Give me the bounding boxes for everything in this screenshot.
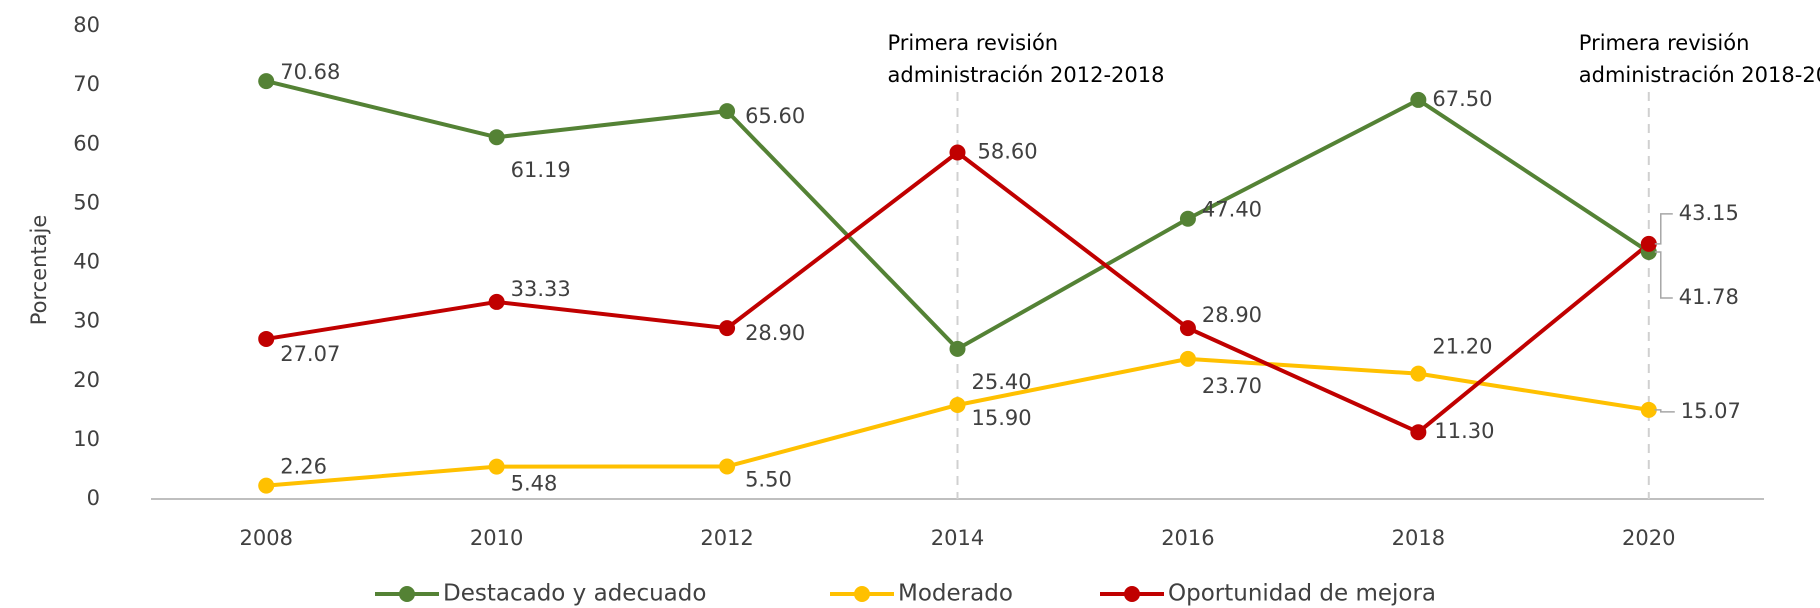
point bbox=[719, 458, 736, 475]
annotation-text: Primera revisión bbox=[1579, 31, 1750, 55]
x-tick-label: 2012 bbox=[700, 526, 753, 550]
data-label: 33.33 bbox=[511, 277, 571, 301]
data-label: 28.90 bbox=[1202, 303, 1262, 327]
point bbox=[1410, 424, 1427, 441]
y-tick-label: 60 bbox=[73, 131, 100, 155]
point bbox=[488, 293, 505, 310]
legend-label: Oportunidad de mejora bbox=[1168, 581, 1436, 607]
data-label: 43.15 bbox=[1679, 201, 1739, 225]
point bbox=[488, 458, 505, 475]
data-label: 65.60 bbox=[745, 104, 805, 128]
data-label: 5.50 bbox=[745, 467, 792, 491]
data-label: 23.70 bbox=[1202, 374, 1262, 398]
data-label: 25.40 bbox=[972, 370, 1032, 394]
legend-label: Destacado y adecuado bbox=[443, 581, 706, 607]
point bbox=[1640, 401, 1657, 418]
point bbox=[949, 396, 966, 413]
y-tick-label: 10 bbox=[73, 427, 100, 451]
data-label: 15.07 bbox=[1681, 399, 1741, 423]
leader-line bbox=[1654, 213, 1673, 245]
y-tick-label: 50 bbox=[73, 190, 100, 214]
data-label: 70.68 bbox=[280, 60, 340, 84]
data-label: 15.90 bbox=[972, 406, 1032, 430]
annotation-text: administración 2018-2024 bbox=[1579, 63, 1820, 87]
legend-marker bbox=[399, 586, 415, 602]
point bbox=[1179, 210, 1196, 227]
point bbox=[1179, 350, 1196, 367]
data-label: 27.07 bbox=[280, 342, 340, 366]
legend-marker bbox=[854, 586, 870, 602]
x-tick-label: 2018 bbox=[1392, 526, 1445, 550]
x-tick-label: 2014 bbox=[931, 526, 984, 550]
x-tick-label: 2016 bbox=[1161, 526, 1214, 550]
data-label: 61.19 bbox=[511, 158, 571, 182]
legend-marker bbox=[1124, 586, 1140, 602]
point bbox=[1410, 365, 1427, 382]
point bbox=[1179, 320, 1196, 337]
y-tick-label: 30 bbox=[73, 309, 100, 333]
y-tick-label: 70 bbox=[73, 72, 100, 96]
y-tick-label: 20 bbox=[73, 368, 100, 392]
x-tick-label: 2010 bbox=[470, 526, 523, 550]
legend-label: Moderado bbox=[898, 581, 1013, 607]
point bbox=[719, 320, 736, 337]
data-label: 47.40 bbox=[1202, 198, 1262, 222]
point bbox=[258, 477, 275, 494]
x-tick-label: 2020 bbox=[1622, 526, 1675, 550]
data-label: 67.50 bbox=[1432, 87, 1492, 111]
point bbox=[488, 129, 505, 146]
data-label: 21.20 bbox=[1432, 335, 1492, 359]
data-label: 11.30 bbox=[1434, 419, 1494, 443]
point bbox=[1410, 91, 1427, 108]
point bbox=[719, 103, 736, 120]
data-label: 41.78 bbox=[1679, 285, 1739, 309]
x-tick-label: 2008 bbox=[239, 526, 292, 550]
point bbox=[258, 330, 275, 347]
data-label: 28.90 bbox=[745, 321, 805, 345]
point bbox=[949, 144, 966, 161]
y-tick-label: 40 bbox=[73, 250, 100, 274]
annotation-text: Primera revisión bbox=[888, 31, 1059, 55]
data-label: 58.60 bbox=[978, 140, 1038, 164]
annotation-text: administración 2012-2018 bbox=[888, 63, 1165, 87]
point bbox=[258, 73, 275, 90]
data-label: 2.26 bbox=[280, 455, 327, 479]
leader-line bbox=[1654, 409, 1675, 413]
y-axis-label: Porcentaje bbox=[27, 215, 51, 326]
data-label: 5.48 bbox=[511, 472, 558, 496]
leader-line bbox=[1654, 251, 1673, 299]
point bbox=[949, 340, 966, 357]
point bbox=[1640, 235, 1657, 252]
y-tick-label: 0 bbox=[87, 486, 100, 510]
y-tick-label: 80 bbox=[73, 13, 100, 37]
